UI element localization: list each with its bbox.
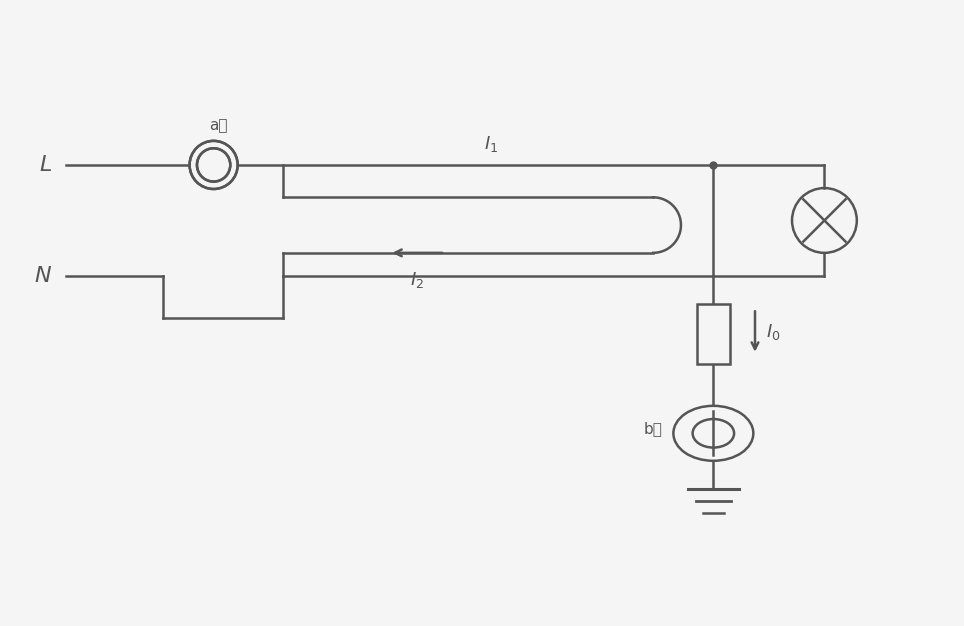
Text: b处: b处: [643, 421, 662, 436]
Text: $N$: $N$: [34, 265, 52, 287]
Text: a处: a处: [209, 118, 228, 133]
Circle shape: [190, 141, 238, 189]
Bar: [697, 304, 730, 364]
Ellipse shape: [674, 406, 753, 461]
Text: $I_2$: $I_2$: [411, 270, 424, 289]
Text: $I_1$: $I_1$: [484, 134, 498, 154]
Text: $L$: $L$: [39, 154, 52, 176]
Text: $I_0$: $I_0$: [766, 322, 781, 342]
